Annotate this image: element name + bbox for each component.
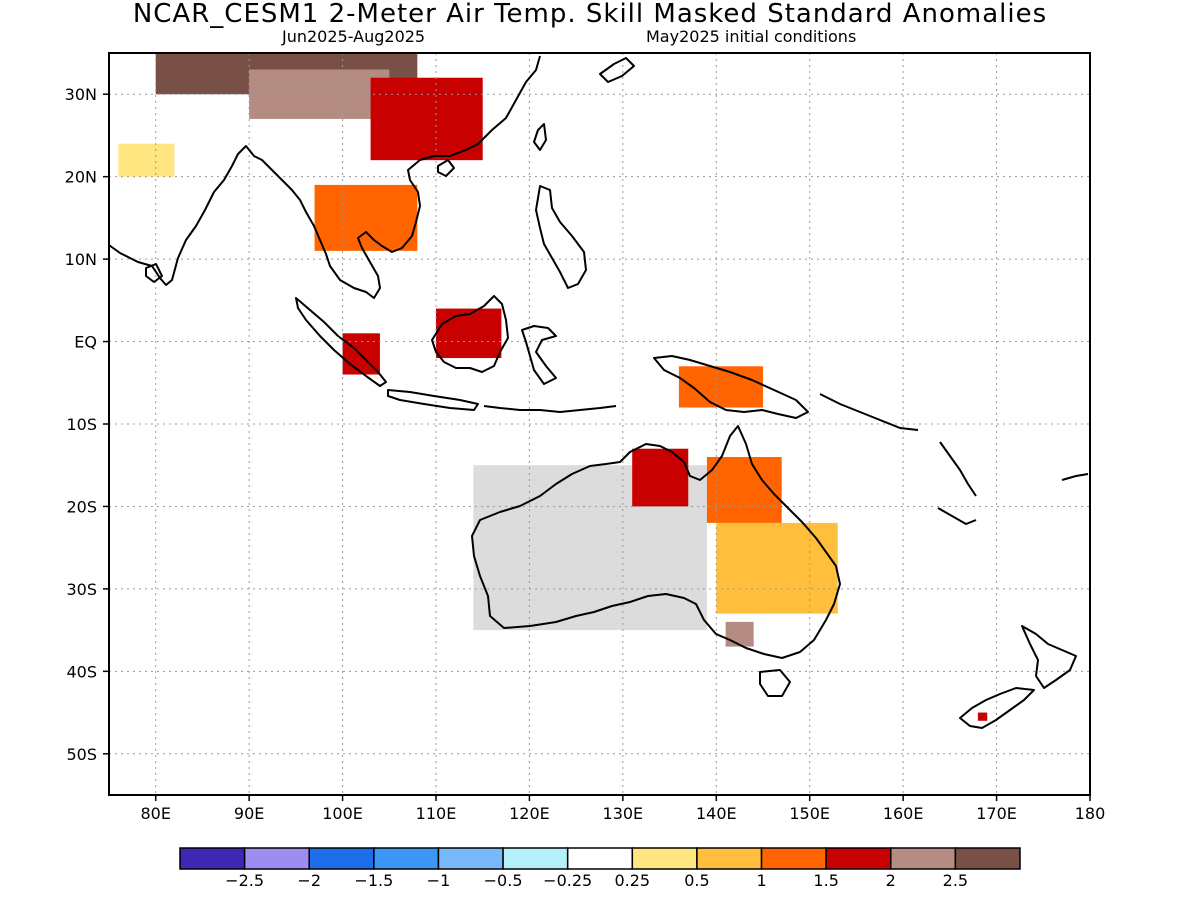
colorbar [179, 847, 1021, 870]
colorbar-label-5: −0.25 [543, 871, 592, 890]
lat-label-0: 30N [65, 85, 97, 104]
lon-label-10: 180 [1075, 804, 1106, 823]
lon-label-5: 130E [603, 804, 644, 823]
colorbar-label-10: 2 [886, 871, 896, 890]
forecast-period: Jun2025-Aug2025 [282, 27, 426, 46]
coast-asia [109, 55, 541, 299]
lon-label-4: 120E [509, 804, 550, 823]
lon-label-3: 110E [416, 804, 457, 823]
lat-label-1: 20N [65, 168, 97, 187]
colorbar-swatch-6 [566, 847, 634, 870]
lon-label-1: 90E [234, 804, 264, 823]
lon-label-7: 150E [789, 804, 830, 823]
colorbar-swatch-11 [890, 847, 957, 870]
colorbar-swatch-2 [308, 847, 375, 870]
region-southern-china [370, 77, 483, 161]
colorbar-swatch-1 [243, 847, 310, 870]
colorbar-labels: −2.5 −2 −1.5 −1 −0.5 −0.25 0.25 0.5 1 1.5 2 2.5 [225, 871, 968, 890]
colorbar-label-7: 0.5 [684, 871, 709, 890]
colorbar-label-8: 1 [756, 871, 766, 890]
axis-ticks [103, 93, 1091, 801]
lat-label-4: 10S [66, 415, 97, 434]
map-title: NCAR_CESM1 2-Meter Air Temp. Skill Maske… [132, 0, 1048, 29]
region-victoria [725, 621, 754, 647]
colorbar-label-11: 2.5 [943, 871, 968, 890]
coast-new-guinea [653, 355, 809, 419]
lat-label-2: 10N [65, 250, 97, 269]
colorbar-swatch-7 [631, 847, 698, 870]
coast-sumatra [295, 297, 387, 387]
lat-label-5: 20S [66, 497, 97, 516]
coast-nz-north [1021, 625, 1077, 689]
coast-borneo [431, 295, 509, 373]
coast-australia [471, 425, 841, 659]
lon-label-9: 170E [976, 804, 1017, 823]
coast-japan [599, 57, 635, 83]
colorbar-swatch-0 [179, 847, 246, 870]
colorbar-label-9: 1.5 [813, 871, 838, 890]
longitude-labels: 80E 90E 100E 110E 120E 130E 140E 150E 160E 170E 18… [140, 804, 1105, 823]
colorbar-swatch-3 [373, 847, 440, 870]
region-eastern-australia [716, 522, 838, 614]
colorbar-label-4: −0.5 [484, 871, 523, 890]
lat-label-8: 50S [66, 745, 97, 764]
coast-solomon-islands [819, 393, 919, 431]
coast-sri-lanka [145, 263, 163, 283]
region-central-india [118, 143, 175, 177]
initial-conditions: May2025 initial conditions [646, 27, 857, 46]
region-myanmar-thailand [314, 184, 418, 251]
colorbar-swatch-9 [760, 847, 827, 870]
coast-fiji [1061, 473, 1089, 481]
colorbar-swatch-4 [437, 847, 504, 870]
coast-hainan [437, 159, 455, 177]
plot-frame [108, 52, 1091, 796]
lat-label-6: 30S [66, 580, 97, 599]
region-south-island-nz [977, 712, 988, 721]
coast-vanuatu [939, 441, 977, 497]
coast-sulawesi [521, 325, 557, 385]
colorbar-label-3: −1 [427, 871, 451, 890]
colorbar-swatch-12 [954, 847, 1021, 870]
map-plot-area [109, 53, 1090, 795]
colorbar-label-0: −2.5 [225, 871, 264, 890]
coast-philippines [535, 185, 587, 289]
region-borneo [436, 308, 502, 359]
lon-label-2: 100E [322, 804, 363, 823]
colorbar-swatch-8 [696, 847, 763, 870]
colorbar-label-2: −1.5 [354, 871, 393, 890]
colorbar-label-6: 0.25 [614, 871, 650, 890]
coast-tasmania [759, 669, 791, 697]
coast-lesser-sunda [483, 405, 617, 413]
colorbar-swatch-5 [502, 847, 569, 870]
coastlines [109, 55, 1089, 729]
lat-label-7: 40S [66, 662, 97, 681]
coast-nz-south [959, 687, 1035, 729]
latitude-labels: 30N 20N 10N EQ 10S 20S 30S 40S 50S [65, 85, 97, 764]
lon-label-8: 160E [883, 804, 924, 823]
lat-label-3: EQ [74, 333, 97, 352]
gridlines [109, 53, 1090, 795]
coast-new-caledonia [937, 507, 977, 525]
coast-taiwan [533, 123, 547, 151]
colorbar-label-1: −2 [297, 871, 321, 890]
lon-label-0: 80E [140, 804, 170, 823]
colorbar-swatch-10 [825, 847, 892, 870]
coast-java [387, 389, 479, 411]
lon-label-6: 140E [696, 804, 737, 823]
